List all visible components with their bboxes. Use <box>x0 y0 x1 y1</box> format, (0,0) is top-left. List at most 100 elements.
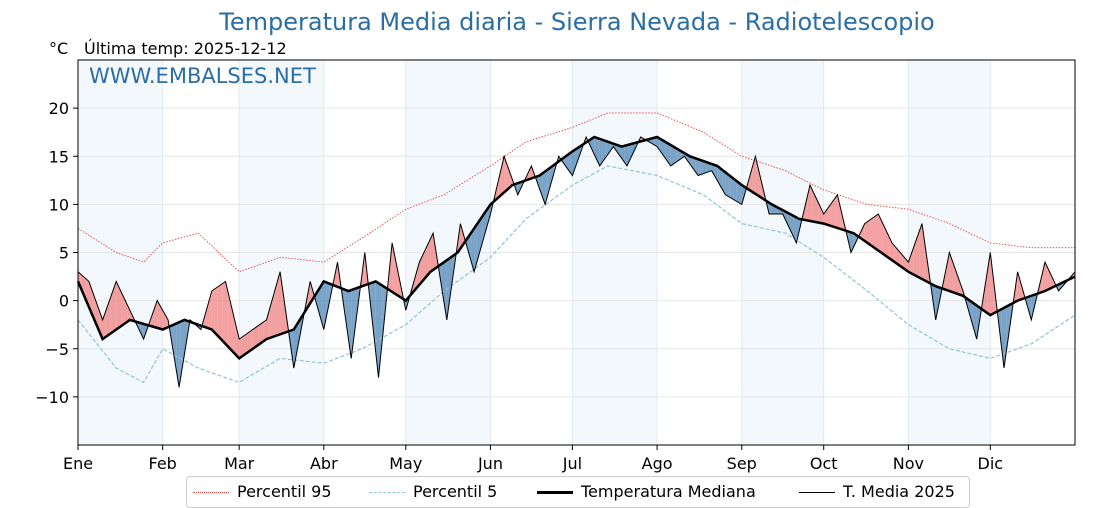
x-tick-label-dic: Dic <box>978 454 1004 473</box>
y-tick-label: −5 <box>45 340 69 359</box>
fill-below-median <box>485 208 488 234</box>
fill-above-median <box>266 310 270 340</box>
fill-above-median <box>460 223 464 249</box>
fill-above-median <box>504 156 507 193</box>
fill-above-median <box>829 202 832 227</box>
fill-above-median <box>206 300 210 329</box>
fill-above-median <box>528 165 532 180</box>
chart-title: Temperatura Media diaria - Sierra Nevada… <box>219 8 935 36</box>
fill-below-median <box>345 289 349 340</box>
fill-above-median <box>110 289 114 334</box>
fill-above-median <box>864 221 868 243</box>
fill-below-median <box>605 140 608 159</box>
legend-swatch-p95 <box>193 492 229 493</box>
x-tick-label-jun: Jun <box>477 454 503 473</box>
fill-below-median <box>629 143 633 161</box>
legend-swatch-current <box>799 492 835 493</box>
fill-below-median <box>665 141 668 162</box>
fill-below-median <box>291 329 294 368</box>
fill-below-median <box>659 138 663 155</box>
fill-above-median <box>119 287 122 328</box>
fill-above-median <box>908 254 912 274</box>
fill-above-median <box>261 321 264 343</box>
fill-below-median <box>143 323 147 340</box>
y-tick-label: 15 <box>49 147 69 166</box>
legend: Percentil 95 Percentil 5 Temperatura Med… <box>186 476 970 508</box>
fill-below-median <box>138 322 141 334</box>
fill-below-median <box>976 305 980 340</box>
fill-below-median <box>722 170 726 195</box>
fill-below-median <box>706 162 709 173</box>
last-temp-label: Última temp: 2025-12-12 <box>84 39 287 58</box>
series-p5-line <box>77 165 1076 384</box>
fill-below-median <box>1006 305 1010 349</box>
fill-below-median <box>728 174 731 198</box>
fill-below-median <box>597 138 600 166</box>
fill-above-median <box>1042 262 1045 292</box>
fill-below-median <box>668 143 671 166</box>
fill-below-median <box>575 147 578 168</box>
fill-below-median <box>736 180 739 203</box>
fill-above-median <box>804 196 808 221</box>
fill-below-median <box>479 216 483 253</box>
fill-above-median <box>157 300 160 329</box>
legend-swatch-p5 <box>369 492 405 493</box>
fill-above-median <box>1047 267 1051 290</box>
legend-item-median: Temperatura Mediana <box>537 482 756 501</box>
fill-above-median <box>231 304 234 353</box>
fill-below-median <box>599 138 603 166</box>
fill-above-median <box>878 214 882 253</box>
fill-above-median <box>282 291 286 334</box>
fill-below-median <box>796 217 800 243</box>
fill-above-median <box>886 231 890 259</box>
fill-below-median <box>550 165 554 186</box>
fill-below-median <box>703 161 707 174</box>
fill-above-median <box>389 242 393 292</box>
fill-below-median <box>632 142 636 155</box>
legend-label-p5: Percentil 5 <box>413 482 498 501</box>
fill-above-median <box>870 217 873 247</box>
fill-above-median <box>919 223 922 279</box>
fill-above-median <box>162 310 166 330</box>
fill-above-median <box>214 287 218 336</box>
fill-below-median <box>569 151 573 176</box>
x-tick-label-ene: Ene <box>63 454 93 473</box>
x-tick-label-feb: Feb <box>149 454 177 473</box>
fill-above-median <box>881 219 884 255</box>
fill-below-median <box>353 288 357 338</box>
fill-above-median <box>922 223 925 281</box>
fill-above-median <box>924 242 928 282</box>
fill-below-median <box>140 323 144 340</box>
fill-below-median <box>471 228 475 272</box>
fill-above-median <box>812 190 816 222</box>
fill-above-median <box>916 231 920 278</box>
fill-above-median <box>831 198 835 228</box>
fill-below-median <box>375 281 379 378</box>
fill-above-median <box>159 305 163 330</box>
fill-above-median <box>217 285 220 339</box>
fill-above-median <box>414 271 417 291</box>
fill-above-median <box>1045 262 1048 291</box>
fill-below-median <box>616 144 619 155</box>
fill-below-median <box>326 282 330 316</box>
fill-above-median <box>113 281 117 332</box>
fill-below-median <box>293 325 297 368</box>
fill-above-median <box>433 233 436 270</box>
fill-below-median <box>173 323 177 371</box>
fill-below-median <box>700 160 704 175</box>
fill-below-median <box>474 224 477 272</box>
fill-above-median <box>875 214 879 251</box>
fill-above-median <box>821 208 824 224</box>
fill-below-median <box>733 178 737 202</box>
fill-above-median <box>211 289 215 333</box>
y-unit-label: °C <box>49 39 69 58</box>
series-current-line <box>77 135 1076 388</box>
fill-above-median <box>258 323 261 345</box>
fill-above-median <box>946 252 950 291</box>
y-tick-label: 5 <box>59 244 69 263</box>
y-tick-label: 0 <box>59 292 69 311</box>
fill-above-median <box>129 310 133 321</box>
fill-above-median <box>220 283 223 342</box>
fill-below-median <box>542 171 546 205</box>
